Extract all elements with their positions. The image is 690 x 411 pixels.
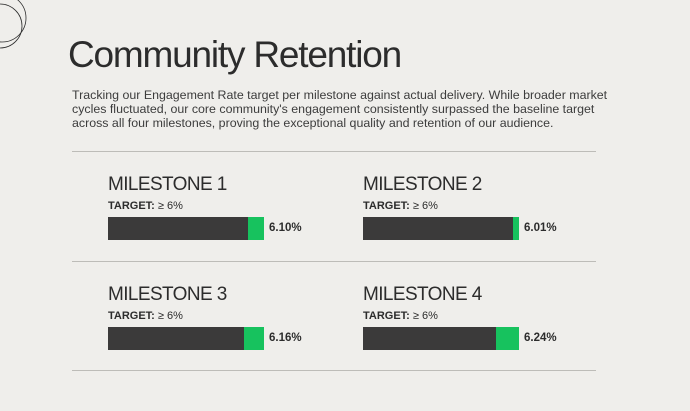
engagement-bar [108,217,264,240]
target-label: TARGET: [363,310,410,322]
divider-top [72,151,596,152]
milestone-target: TARGET: ≥ 6% [363,200,438,212]
milestone-title: MILESTONE 3 [108,284,227,305]
milestone-title: MILESTONE 1 [108,174,227,195]
target-label: TARGET: [108,310,155,322]
engagement-bar [363,327,519,350]
engagement-value: 6.24% [524,332,557,344]
milestone-target: TARGET: ≥ 6% [363,310,438,322]
engagement-bar-excess [512,217,519,240]
engagement-value: 6.16% [269,332,302,344]
milestone-target: TARGET: ≥ 6% [108,310,183,322]
target-value: ≥ 6% [157,200,183,212]
milestone-title: MILESTONE 2 [363,174,482,195]
page-description: Tracking our Engagement Rate target per … [72,88,608,130]
milestone-card-1: MILESTONE 1 TARGET: ≥ 6% 6.10% [108,174,328,254]
target-value: ≥ 6% [412,200,438,212]
engagement-bar [363,217,519,240]
divider-bottom [72,370,596,371]
engagement-value: 6.10% [269,222,302,234]
divider-middle [72,261,596,262]
engagement-bar-excess [248,217,264,240]
milestone-card-3: MILESTONE 3 TARGET: ≥ 6% 6.16% [108,284,328,364]
milestone-target: TARGET: ≥ 6% [108,200,183,212]
target-label: TARGET: [363,200,410,212]
target-value: ≥ 6% [412,310,438,322]
engagement-value: 6.01% [524,222,557,234]
milestone-card-2: MILESTONE 2 TARGET: ≥ 6% 6.01% [363,174,583,254]
milestone-card-4: MILESTONE 4 TARGET: ≥ 6% 6.24% [363,284,583,364]
engagement-bar-excess [243,327,264,350]
page-title: Community Retention [68,34,402,75]
milestone-title: MILESTONE 4 [363,284,482,305]
target-value: ≥ 6% [157,310,183,322]
engagement-bar-excess [495,327,519,350]
corner-circles-decoration [0,0,27,49]
engagement-bar [108,327,264,350]
target-label: TARGET: [108,200,155,212]
